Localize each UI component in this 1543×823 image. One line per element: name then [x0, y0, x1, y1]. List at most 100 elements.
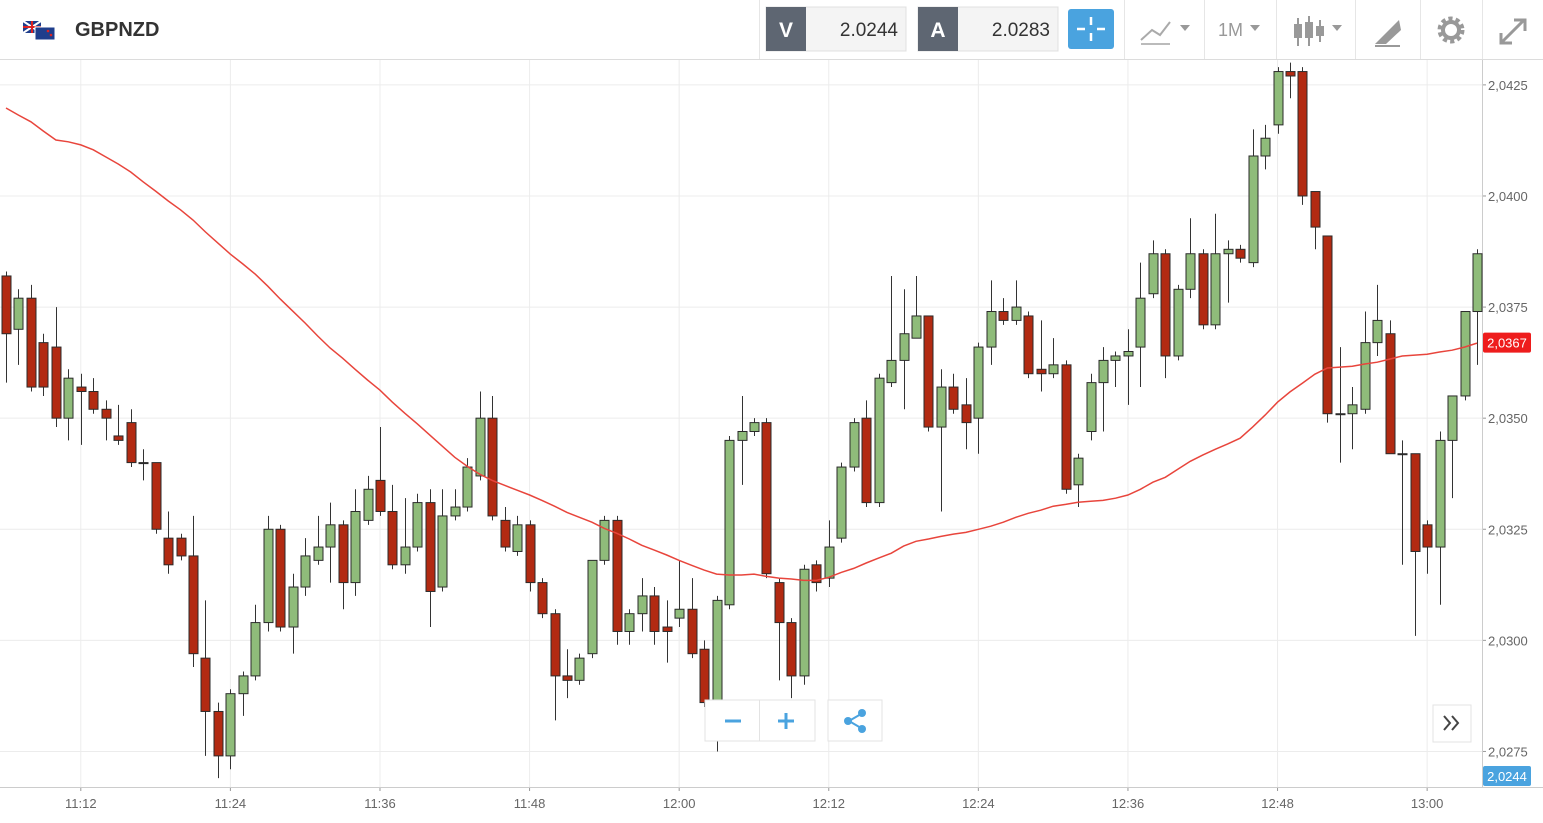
candle-body — [637, 595, 648, 615]
share-dot[interactable] — [858, 725, 866, 733]
candle-body — [1322, 235, 1333, 415]
candle-body — [911, 315, 922, 339]
candle-body — [799, 568, 810, 677]
buy-label[interactable]: A — [930, 19, 945, 42]
zoom-in[interactable] — [778, 713, 794, 729]
share-dot[interactable] — [844, 717, 852, 725]
sell-label[interactable]: V — [779, 19, 793, 42]
share-dot[interactable] — [858, 709, 866, 717]
scroll-end-icon[interactable] — [1443, 715, 1460, 731]
candle-body — [1285, 71, 1296, 77]
crosshair-button[interactable] — [1068, 9, 1114, 49]
chart-type-icon[interactable] — [1316, 26, 1324, 36]
candle-body — [126, 422, 137, 464]
settings-icon[interactable] — [1441, 20, 1461, 40]
draw-icon[interactable] — [1375, 20, 1401, 44]
candle-body — [550, 613, 561, 677]
share-icon[interactable] — [844, 709, 866, 733]
price-tag — [1483, 766, 1531, 786]
crosshair-bg[interactable] — [1068, 9, 1114, 49]
price-tag — [1483, 332, 1531, 353]
sell-button[interactable]: V 2.0244 — [765, 6, 907, 52]
settings-icon[interactable] — [1437, 16, 1465, 44]
price-tag-label: 2,0367 — [1487, 336, 1527, 351]
candle-body — [325, 524, 336, 548]
fullscreen-button[interactable] — [1499, 18, 1527, 45]
flag-nz — [34, 26, 56, 41]
buy-price[interactable]: 2.0283 — [992, 20, 1050, 41]
candle-body — [961, 404, 972, 424]
candle-body — [874, 377, 885, 504]
candle-body — [176, 537, 187, 557]
candle-body — [1235, 248, 1246, 259]
y-tick-label: 2,0425 — [1488, 78, 1528, 93]
symbol: GBPNZD — [75, 19, 159, 41]
x-tick-label: 12:36 — [1112, 796, 1145, 811]
candle-body — [712, 599, 723, 704]
x-tick-label: 11:24 — [215, 796, 247, 811]
candle-body — [200, 657, 211, 712]
candle-body — [88, 391, 99, 410]
candle-body — [1410, 453, 1421, 552]
dropdown-arrow[interactable] — [1180, 25, 1190, 31]
chart-type-icon[interactable] — [1305, 22, 1313, 38]
candle-body — [300, 555, 311, 588]
candle-body — [761, 422, 772, 575]
candle-body — [687, 608, 698, 655]
y-tick-label: 2,0300 — [1488, 633, 1528, 648]
x-tick-label: 11:36 — [364, 796, 396, 811]
sell-price[interactable]: 2.0244 — [840, 20, 899, 41]
candle-body — [288, 586, 299, 628]
candle-body — [1422, 524, 1433, 548]
candle-body — [138, 462, 149, 465]
candle-body — [1260, 137, 1271, 157]
timeframe[interactable]: 1M — [1218, 20, 1243, 40]
crosshair-icon[interactable] — [1077, 17, 1105, 41]
dropdown-arrow[interactable] — [1250, 25, 1260, 31]
y-tick-label: 2,0350 — [1488, 411, 1528, 426]
settings-button[interactable] — [1437, 16, 1465, 44]
chart-type-button[interactable] — [1294, 16, 1342, 46]
draw-button[interactable] — [1375, 20, 1401, 47]
sell-label-bg[interactable] — [766, 7, 806, 51]
candle-body — [699, 648, 710, 704]
candle-body — [450, 506, 461, 517]
candle-body — [737, 430, 748, 441]
scroll-end-button[interactable] — [1432, 704, 1472, 743]
dropdown-arrow[interactable] — [1332, 25, 1342, 31]
candle-body — [313, 546, 324, 561]
candle-body — [500, 519, 511, 548]
candle-body — [537, 582, 548, 615]
indicators-icon[interactable] — [1140, 21, 1171, 41]
candle-body — [649, 595, 660, 632]
candle-body — [525, 524, 536, 584]
candle-body — [1086, 382, 1097, 432]
buy-button[interactable]: A 2.0283 — [917, 6, 1059, 52]
share-box[interactable] — [827, 699, 883, 742]
y-tick-label: 2,0375 — [1488, 300, 1528, 315]
fullscreen-icon[interactable] — [1499, 18, 1527, 45]
candle-body — [936, 386, 947, 428]
timeframe-button[interactable]: 1M — [1218, 20, 1260, 40]
candle-body — [213, 710, 224, 757]
chart-type-icon[interactable] — [1294, 24, 1302, 38]
candle-body — [899, 333, 910, 361]
candle-body — [225, 693, 236, 757]
indicators-button[interactable] — [1140, 21, 1190, 45]
candle-body — [1372, 319, 1383, 344]
candle-body — [774, 582, 785, 624]
x-tick-label: 11:48 — [514, 796, 546, 811]
candle-body — [1036, 368, 1047, 375]
candle-body — [662, 626, 673, 632]
candle-body — [724, 439, 735, 606]
candle-body — [861, 417, 872, 504]
x-tick-label: 12:24 — [962, 796, 995, 811]
buy-label-bg[interactable] — [918, 7, 958, 51]
candle-body — [599, 519, 610, 561]
y-tick-label: 2,0275 — [1488, 744, 1528, 759]
flag — [22, 20, 56, 41]
candle-body — [849, 422, 860, 468]
candle-body — [1223, 248, 1234, 255]
candle-body — [238, 675, 249, 695]
